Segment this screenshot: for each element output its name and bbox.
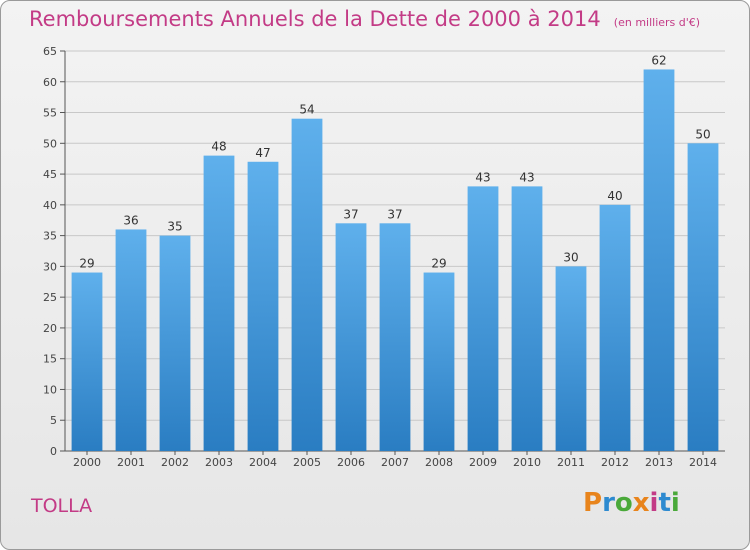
y-tick-label: 0 [50,445,57,458]
x-tick-label-2011: 2011 [557,456,585,469]
data-label-2002: 35 [167,220,182,234]
y-tick-label: 65 [43,45,57,58]
data-label-2014: 50 [695,127,710,141]
bar-2004 [247,161,279,451]
y-tick-label: 25 [43,291,57,304]
bar-2003 [203,155,235,451]
bar-2013 [643,69,675,451]
x-tick-label-2005: 2005 [293,456,321,469]
x-tick-label-2014: 2014 [689,456,717,469]
chart-title-row: Remboursements Annuels de la Dette de 20… [29,7,700,31]
data-label-2001: 36 [123,213,138,227]
bar-2001 [115,229,147,451]
bar-2008 [423,272,455,451]
data-label-2009: 43 [475,170,490,184]
bar-2002 [159,235,191,451]
x-tick-label-2013: 2013 [645,456,673,469]
bar-2009 [467,186,499,451]
bars [71,69,719,452]
data-label-2007: 37 [387,207,402,221]
y-tick-label: 60 [43,76,57,89]
y-tick-label: 50 [43,137,57,150]
proxiti-logo: Proxiti [583,488,680,518]
logo-letter: P [583,488,603,518]
bar-2006 [335,223,367,451]
y-tick-label: 20 [43,322,57,335]
y-tick-label: 35 [43,230,57,243]
logo-letter: x [632,488,650,518]
y-tick-label: 5 [50,414,57,427]
chart-subtitle: (en milliers d'€) [613,16,701,29]
x-tick-label-2006: 2006 [337,456,365,469]
x-tick-label-2009: 2009 [469,456,497,469]
bar-2000 [71,272,103,451]
data-label-2000: 29 [79,257,94,271]
logo-letter: i [649,488,659,518]
data-label-2006: 37 [343,207,358,221]
bar-2005 [291,118,323,451]
y-tick-label: 55 [43,107,57,120]
labels: 29 2000 36 2001 35 2002 48 2003 47 2004 54 2005 37 20… [73,53,717,469]
x-tick-label-2007: 2007 [381,456,409,469]
x-tick-label-2010: 2010 [513,456,541,469]
logo-letter: i [670,488,680,518]
data-label-2013: 62 [651,53,666,67]
y-tick-label: 15 [43,353,57,366]
bar-2007 [379,223,411,451]
y-tick-label: 10 [43,383,57,396]
y-tick-label: 40 [43,199,57,212]
logo-letter: t [658,488,671,518]
data-label-2005: 54 [299,103,314,117]
bar-2010 [511,186,543,451]
commune-name: TOLLA [31,495,93,517]
data-label-2004: 47 [255,146,270,160]
logo-letter: o [614,488,633,518]
y-tick-label: 45 [43,168,57,181]
x-tick-label-2003: 2003 [205,456,233,469]
bar-2012 [599,204,631,451]
data-label-2010: 43 [519,170,534,184]
y-tick-label: 30 [43,260,57,273]
x-tick-label-2008: 2008 [425,456,453,469]
x-tick-label-2012: 2012 [601,456,629,469]
chart-title: Remboursements Annuels de la Dette de 20… [29,7,601,31]
x-tick-label-2000: 2000 [73,456,101,469]
x-tick-label-2002: 2002 [161,456,189,469]
data-label-2003: 48 [211,140,226,154]
bar-2011 [555,266,587,451]
logo-letter: r [602,488,615,518]
data-label-2011: 30 [563,250,578,264]
x-tick-label-2004: 2004 [249,456,277,469]
bar-2014 [687,143,719,452]
data-label-2012: 40 [607,189,622,203]
x-tick-label-2001: 2001 [117,456,145,469]
data-label-2008: 29 [431,257,446,271]
